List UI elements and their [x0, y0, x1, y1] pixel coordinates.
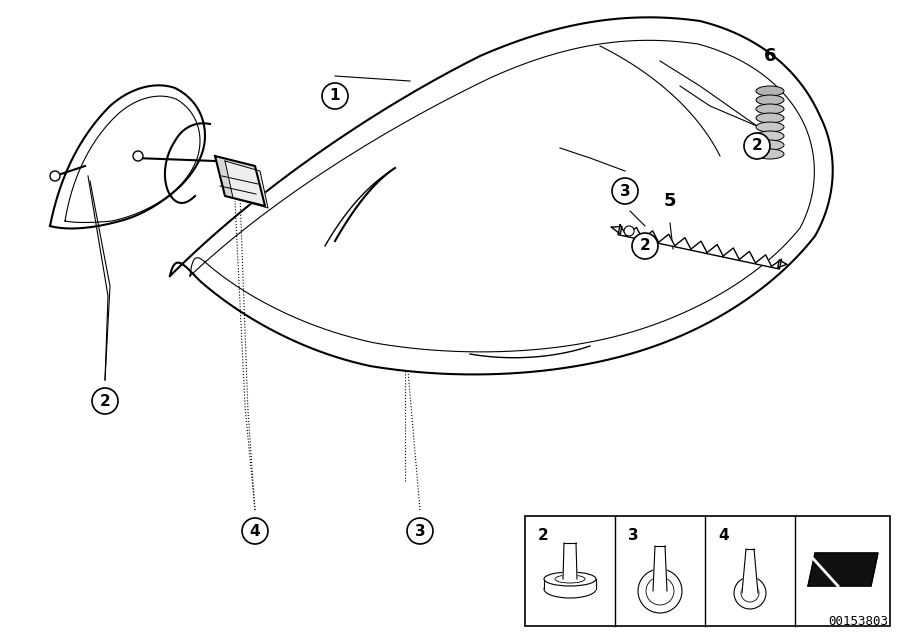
Text: 2: 2 [640, 238, 651, 254]
Ellipse shape [756, 131, 784, 141]
Circle shape [744, 133, 770, 159]
Text: 3: 3 [415, 523, 426, 539]
Circle shape [322, 83, 348, 109]
Polygon shape [778, 259, 787, 268]
Circle shape [242, 518, 268, 544]
Polygon shape [808, 553, 878, 586]
Text: 2: 2 [538, 528, 549, 543]
Polygon shape [653, 546, 667, 591]
Circle shape [50, 171, 60, 181]
Ellipse shape [756, 104, 784, 114]
Circle shape [92, 388, 118, 414]
Text: 6: 6 [764, 47, 776, 65]
Text: 4: 4 [249, 523, 260, 539]
Circle shape [407, 518, 433, 544]
Ellipse shape [756, 122, 784, 132]
Polygon shape [215, 156, 265, 206]
Circle shape [133, 151, 143, 161]
Text: 2: 2 [100, 394, 111, 408]
Ellipse shape [756, 140, 784, 150]
Polygon shape [225, 161, 268, 208]
Ellipse shape [756, 95, 784, 105]
Text: 00153803: 00153803 [828, 615, 888, 628]
Polygon shape [544, 579, 596, 589]
Ellipse shape [756, 149, 784, 159]
Polygon shape [50, 85, 205, 228]
Text: 3: 3 [620, 184, 630, 198]
Text: 1: 1 [329, 88, 340, 104]
Text: 2: 2 [752, 139, 762, 153]
Polygon shape [563, 543, 577, 579]
Bar [525, 516, 890, 626]
Ellipse shape [544, 580, 596, 598]
Circle shape [734, 577, 766, 609]
Polygon shape [170, 17, 832, 375]
Circle shape [632, 233, 658, 259]
Text: 3: 3 [628, 528, 639, 543]
Polygon shape [611, 226, 622, 234]
Ellipse shape [756, 86, 784, 96]
Ellipse shape [756, 113, 784, 123]
Circle shape [612, 178, 638, 204]
Circle shape [624, 226, 634, 236]
Ellipse shape [544, 572, 596, 586]
Polygon shape [742, 549, 758, 593]
Circle shape [638, 569, 682, 613]
Polygon shape [618, 225, 781, 269]
Text: 5: 5 [664, 192, 676, 210]
Text: 4: 4 [718, 528, 729, 543]
